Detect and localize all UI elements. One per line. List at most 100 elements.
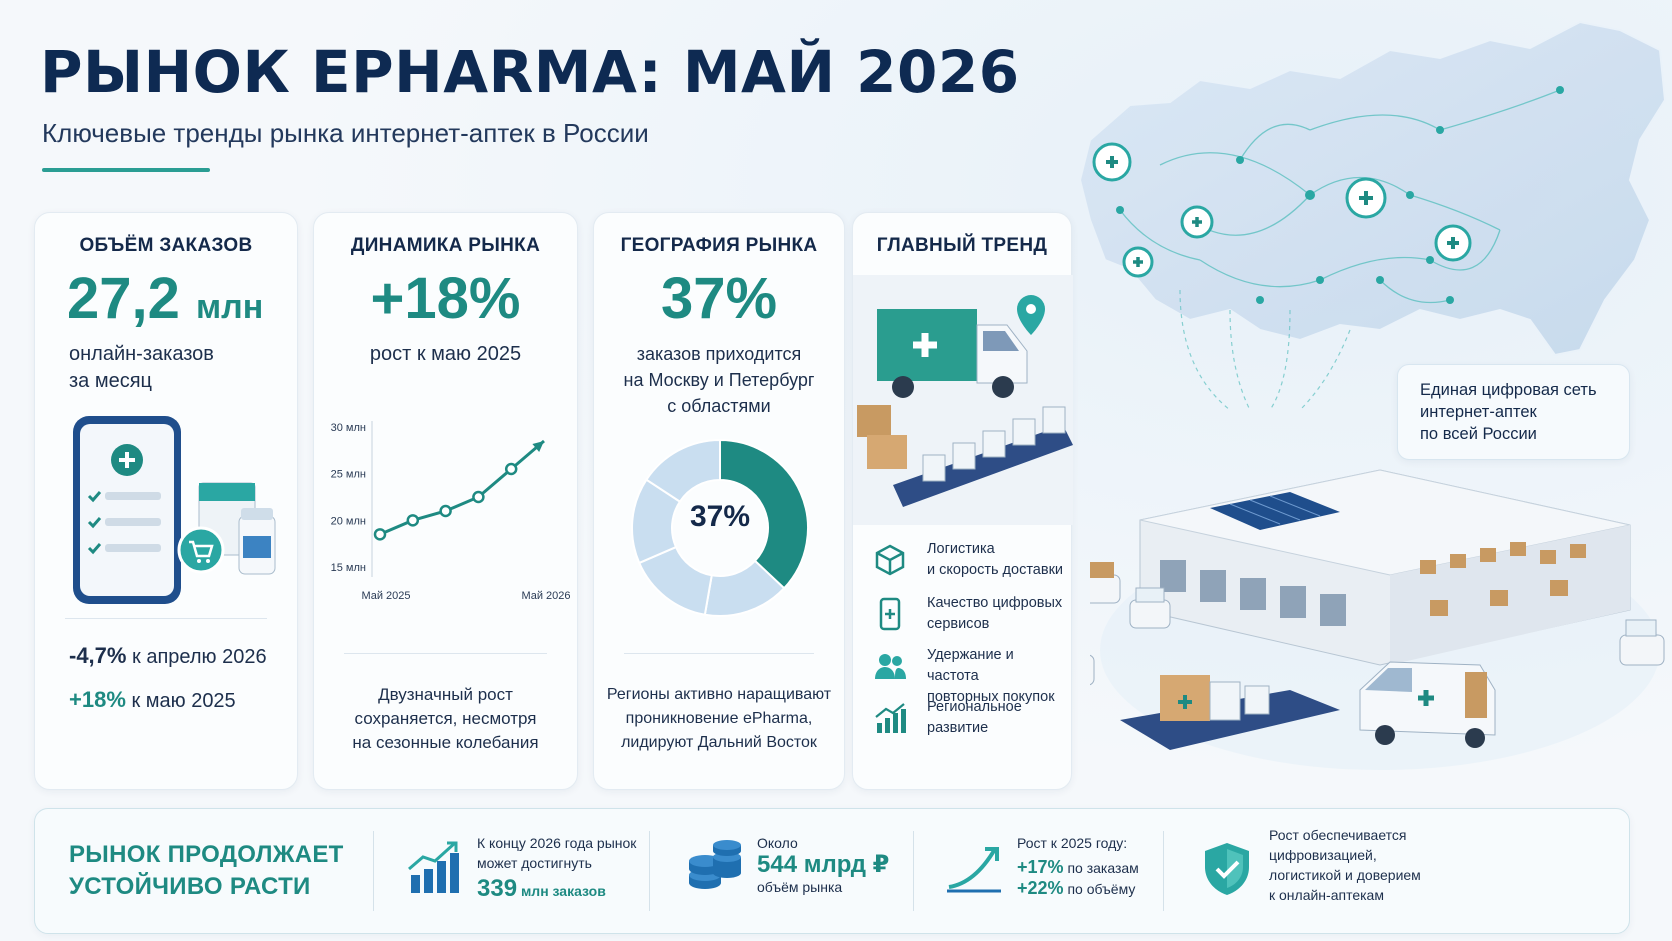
trend-card-title: ГЛАВНЫЙ ТРЕНД bbox=[876, 235, 1048, 256]
banner-text-line: цифровизацией, bbox=[1269, 847, 1377, 863]
trend-label-line: Региональное bbox=[927, 699, 1022, 715]
banner-separator bbox=[1163, 831, 1164, 911]
orders-number: 27,2 bbox=[67, 266, 180, 331]
shield-check-icon bbox=[1205, 843, 1249, 895]
banner-text-line: логистикой и доверием bbox=[1269, 867, 1421, 883]
orders-desc-line: за месяц bbox=[69, 370, 153, 392]
banner-separator bbox=[913, 831, 914, 911]
trend-label-line: повторных покупок bbox=[927, 689, 1055, 705]
share-donut-chart bbox=[631, 438, 809, 617]
dynamics-desc: рост к маю 2025 bbox=[369, 343, 522, 365]
banner-headline-line: УСТОЙЧИВО РАСТИ bbox=[69, 873, 311, 900]
banner-text-line: к онлайн-аптекам bbox=[1269, 887, 1384, 903]
dynamics-footer: Двузначный рост сохраняется, несмотря на… bbox=[314, 683, 577, 755]
phone-pharmacy-illustration bbox=[73, 416, 276, 604]
trend-item-label: Удержание и частота повторных покупок bbox=[927, 645, 1063, 708]
pharmacy-pin-icon bbox=[1345, 177, 1387, 219]
geography-footer-line: лидируют Дальний Восток bbox=[621, 734, 817, 751]
growth-chart-icon bbox=[875, 703, 906, 733]
bar-growth-icon bbox=[408, 841, 459, 893]
banner-volume-text: Около 544 млрд ₽ объём рынка bbox=[757, 833, 889, 897]
geography-footer-line: проникновение ePharma, bbox=[625, 710, 813, 727]
geography-footer: Регионы активно наращивают проникновение… bbox=[594, 683, 844, 755]
banner-headline: РЫНОК ПРОДОЛЖАЕТ УСТОЙЧИВО РАСТИ bbox=[69, 839, 344, 903]
banner-unit: млн заказов bbox=[520, 883, 606, 899]
banner-value: +22% bbox=[1017, 878, 1064, 898]
delivery-van-icon bbox=[1359, 661, 1496, 748]
banner-forecast-text: К концу 2026 года рынок может достигнуть… bbox=[477, 833, 636, 901]
geography-desc-line: на Москву и Петербург bbox=[623, 370, 815, 390]
trend-label-line: и скорость доставки bbox=[927, 562, 1064, 578]
banner-separator bbox=[373, 831, 374, 911]
banner-drivers-text: Рост обеспечивается цифровизацией, логис… bbox=[1269, 825, 1421, 905]
network-caption-line: Единая цифровая сеть bbox=[1420, 381, 1597, 399]
trend-card: ГЛАВНЫЙ ТРЕНД bbox=[852, 212, 1073, 790]
coins-stack-icon bbox=[689, 840, 741, 889]
geography-desc-line: заказов приходится bbox=[636, 344, 802, 364]
trend-item-label: Качество цифровых сервисов bbox=[927, 593, 1062, 635]
stat-value: +18% bbox=[69, 687, 126, 712]
geography-card: ГЕОГРАФИЯ РЫНКА 37% заказов приходится н… bbox=[593, 212, 845, 790]
network-caption-line: по всей России bbox=[1420, 425, 1537, 443]
banner-value: 339 bbox=[477, 875, 518, 902]
orders-stat-year: +18% к маю 2025 bbox=[69, 687, 236, 713]
banner-value: +17% bbox=[1017, 857, 1064, 877]
data-point bbox=[406, 514, 420, 527]
donut-center-label: 37% bbox=[689, 500, 751, 533]
trend-item-label: Логистика и скорость доставки bbox=[927, 539, 1063, 581]
y-tick-label: 25 млн bbox=[331, 469, 366, 481]
x-tick-label: Май 2026 bbox=[521, 590, 570, 602]
network-caption-line: интернет-аптек bbox=[1420, 403, 1537, 421]
trend-item-retention: Удержание и частота повторных покупок bbox=[865, 645, 1063, 705]
banner-drivers: Рост обеспечивается цифровизацией, логис… bbox=[1197, 809, 1497, 935]
y-tick-label: 15 млн bbox=[331, 562, 366, 574]
data-point bbox=[439, 504, 452, 518]
banner-text-line: по заказам bbox=[1067, 860, 1139, 876]
banner-text-line: Рост обеспечивается bbox=[1269, 827, 1407, 843]
banner-text-line: Около bbox=[757, 835, 798, 851]
geography-value: 37% bbox=[660, 266, 778, 331]
page-subtitle: Ключевые тренды рынка интернет-аптек в Р… bbox=[42, 118, 649, 148]
trend-item-label: Региональное развитие bbox=[927, 697, 1022, 739]
title-underline bbox=[42, 168, 210, 172]
banner-value: 544 млрд ₽ bbox=[757, 851, 890, 878]
geography-desc: заказов приходится на Москву и Петербург… bbox=[594, 341, 844, 419]
card-divider bbox=[624, 653, 814, 654]
y-tick-label: 30 млн bbox=[331, 422, 366, 434]
banner-forecast: К концу 2026 года рынок может достигнуть… bbox=[405, 809, 685, 935]
banner-text-line: К концу 2026 года рынок bbox=[477, 835, 637, 851]
trend-item-logistics: Логистика и скорость доставки bbox=[865, 539, 1063, 589]
donut-segment-regions bbox=[645, 438, 721, 504]
phone-plus-icon bbox=[879, 597, 901, 631]
trend-arrow-icon bbox=[947, 847, 1001, 893]
banner-headline-line: РЫНОК ПРОДОЛЖАЕТ bbox=[69, 841, 344, 868]
banner-separator bbox=[649, 831, 650, 911]
box-icon bbox=[875, 544, 905, 576]
users-icon bbox=[875, 654, 906, 679]
dynamics-footer-line: Двузначный рост bbox=[378, 685, 513, 704]
y-tick-label: 20 млн bbox=[331, 515, 366, 527]
trend-item-digital: Качество цифровых сервисов bbox=[865, 593, 1063, 643]
dynamics-card-title: ДИНАМИКА РЫНКА bbox=[350, 235, 541, 256]
orders-stat-month: -4,7% к апрелю 2026 bbox=[69, 643, 267, 669]
orders-desc-line: онлайн-заказов bbox=[69, 343, 214, 365]
trend-label-line: Логистика bbox=[927, 541, 995, 557]
orders-unit: млн bbox=[196, 288, 264, 326]
card-divider bbox=[65, 618, 267, 619]
banner-growth: Рост к 2025 году: +17% по заказам +22% п… bbox=[945, 809, 1185, 935]
card-divider bbox=[344, 653, 547, 654]
page-title: РЫНОК EPHARMA: МАЙ 2026 bbox=[40, 38, 1020, 106]
geography-card-title: ГЕОГРАФИЯ РЫНКА bbox=[620, 235, 818, 256]
russia-network-map bbox=[1078, 20, 1667, 410]
dynamics-value: +18% bbox=[370, 266, 521, 331]
orders-desc: онлайн-заказов за месяц bbox=[69, 341, 214, 395]
orders-card-title: ОБЪЁМ ЗАКАЗОВ bbox=[79, 235, 253, 256]
x-tick-label: Май 2025 bbox=[361, 590, 410, 602]
trend-label-line: развитие bbox=[927, 720, 989, 736]
trend-label-line: Качество цифровых bbox=[927, 595, 1063, 611]
logistics-illustration bbox=[853, 275, 1073, 525]
warehouse-illustration bbox=[1090, 469, 1665, 770]
series-line bbox=[379, 439, 545, 536]
data-point bbox=[472, 490, 485, 504]
orders-value: 27,2 млн bbox=[67, 265, 263, 332]
